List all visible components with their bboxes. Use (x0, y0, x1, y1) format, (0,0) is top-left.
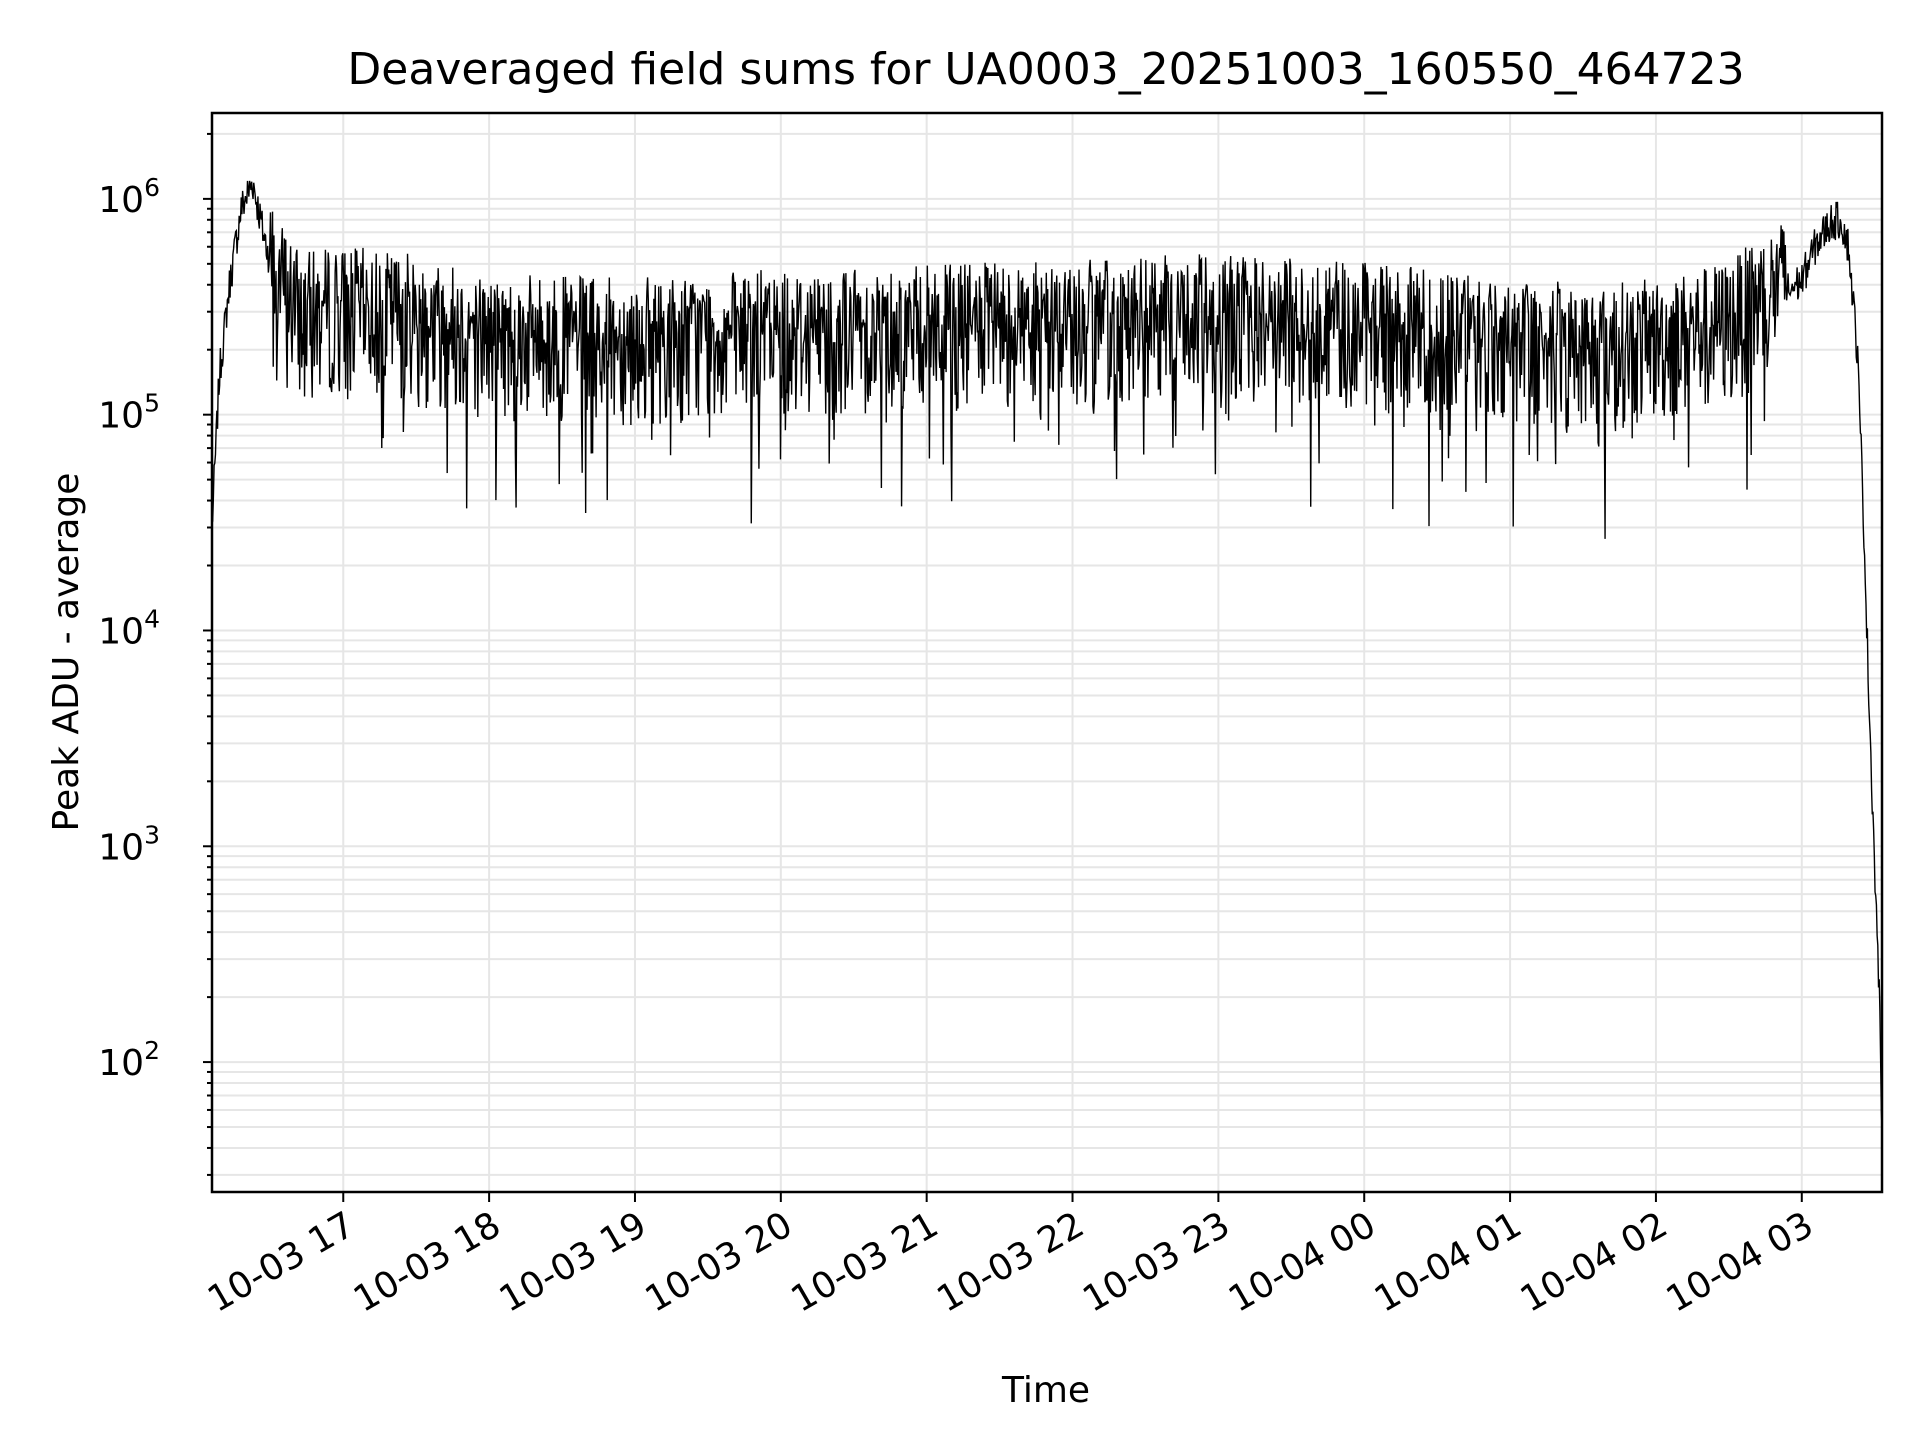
x-axis-label: Time (1001, 1370, 1090, 1411)
y-tick-base: 10 (98, 396, 144, 437)
series-group (211, 180, 1883, 1129)
y-axis-label: Peak ADU - average (46, 473, 87, 832)
series-line (211, 180, 1883, 1129)
y-tick-exponent: 4 (144, 604, 160, 633)
y-tick-label: 103 (98, 820, 160, 868)
y-tick-exponent: 6 (144, 173, 160, 202)
y-tick-label: 104 (98, 604, 160, 652)
y-tick-base: 10 (98, 611, 144, 652)
y-tick-base: 10 (98, 827, 144, 868)
y-tick-exponent: 2 (144, 1036, 160, 1065)
chart-title: Deaveraged field sums for UA0003_2025100… (347, 44, 1744, 95)
y-tick-label: 102 (98, 1036, 160, 1084)
y-tick-label: 106 (98, 173, 160, 221)
y-tick-base: 10 (98, 180, 144, 221)
y-tick-label: 105 (98, 389, 160, 437)
y-tick-exponent: 3 (144, 820, 160, 849)
y-tick-base: 10 (98, 1043, 144, 1084)
y-tick-exponent: 5 (144, 389, 160, 418)
plot-frame (210, 111, 1884, 1194)
